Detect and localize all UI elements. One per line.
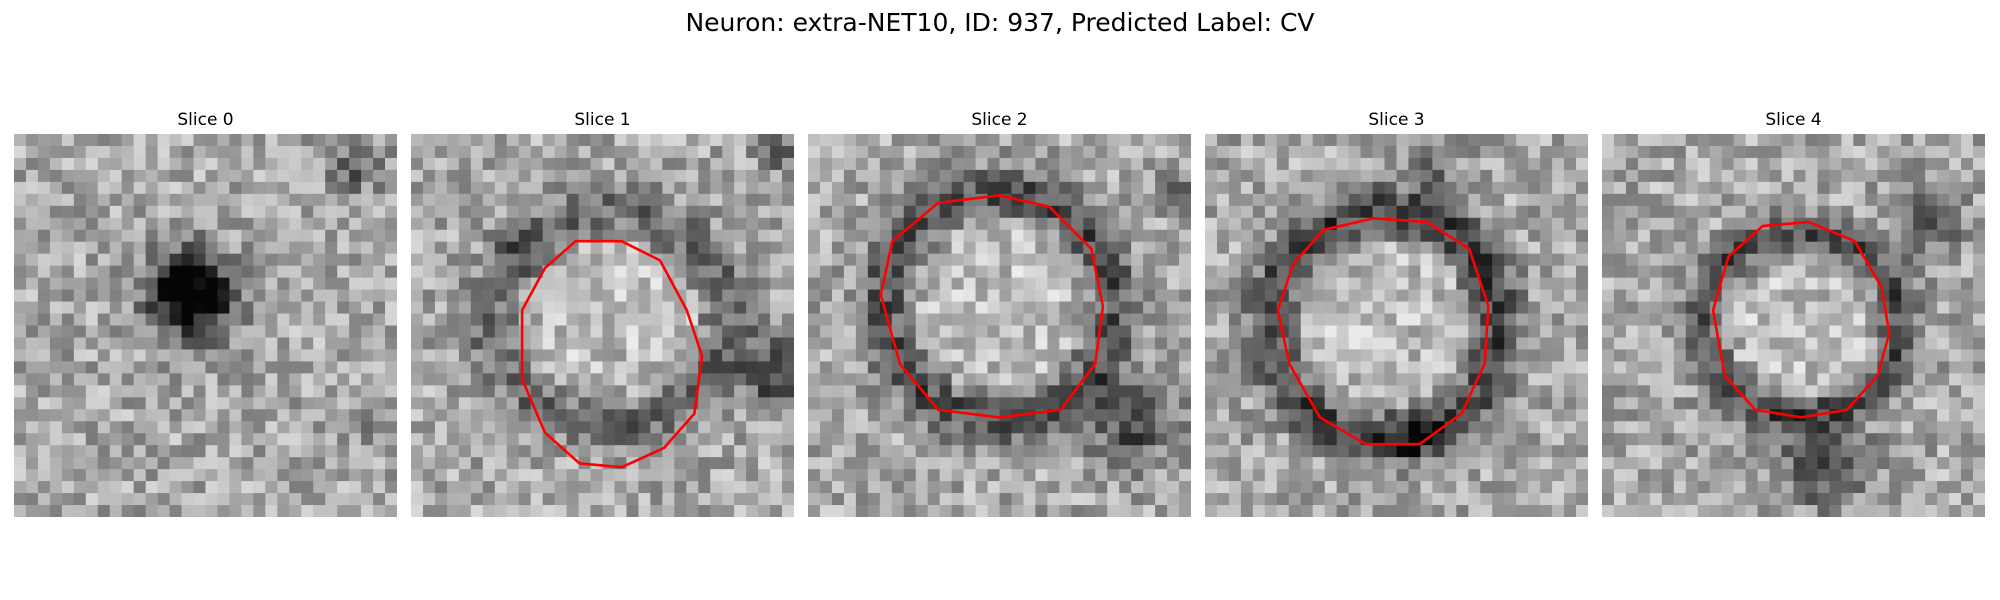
slice-title: Slice 3: [1368, 110, 1425, 130]
roi-contour: [520, 239, 704, 469]
roi-contour: [1276, 217, 1490, 446]
slice-panel-4: Slice 4: [1602, 108, 1985, 518]
pixel-grid: [1602, 134, 1985, 517]
slice-image: [1205, 134, 1588, 517]
slice-title: Slice 4: [1765, 110, 1822, 130]
slice-image: [1602, 134, 1985, 517]
slice-image: [411, 134, 794, 517]
roi-contour: [1711, 220, 1891, 419]
pixel-grid: [1205, 134, 1588, 517]
pixel-grid: [14, 134, 397, 517]
pixel-grid: [808, 134, 1191, 517]
figure-title: Neuron: extra-NET10, ID: 937, Predicted …: [685, 8, 1315, 37]
slice-panel-3: Slice 3: [1205, 108, 1588, 518]
pixel-grid: [411, 134, 794, 517]
slice-panel-1: Slice 1: [411, 108, 794, 518]
slice-panel-0: Slice 0: [14, 108, 397, 518]
slice-panel-2: Slice 2: [808, 108, 1191, 518]
slice-title: Slice 2: [971, 110, 1028, 130]
slice-image: [808, 134, 1191, 517]
slice-title: Slice 0: [177, 110, 234, 130]
slice-image: [14, 134, 397, 517]
roi-contour: [879, 193, 1105, 419]
slice-title: Slice 1: [574, 110, 631, 130]
